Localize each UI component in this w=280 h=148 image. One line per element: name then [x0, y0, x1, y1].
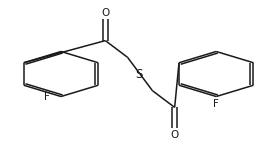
Text: S: S — [135, 67, 142, 81]
Text: O: O — [171, 130, 179, 140]
Text: O: O — [101, 8, 109, 18]
Text: F: F — [44, 91, 50, 102]
Text: F: F — [213, 99, 219, 110]
